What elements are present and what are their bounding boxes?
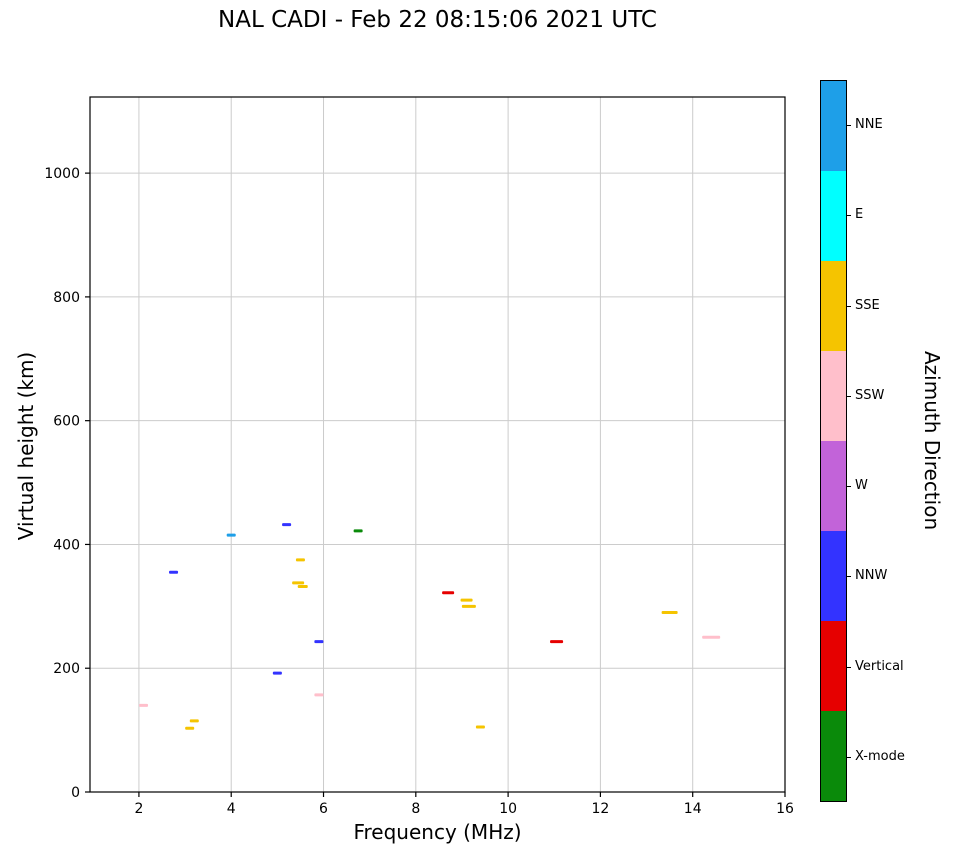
data-point <box>314 640 324 644</box>
y-tick-label: 0 <box>71 785 80 801</box>
colorbar-axis-label: Azimuth Direction <box>920 351 944 531</box>
x-tick-label: 2 <box>134 801 143 817</box>
y-tick-label: 600 <box>53 414 80 430</box>
y-tick-label: 800 <box>53 290 80 306</box>
y-tick-label: 1000 <box>44 166 80 182</box>
colorbar-tick <box>847 305 851 307</box>
colorbar-segment-sse <box>821 261 846 351</box>
data-point <box>295 558 305 562</box>
colorbar-segment-w <box>821 441 846 531</box>
colorbar-tick <box>847 666 851 668</box>
data-point <box>272 671 282 675</box>
colorbar-label-nnw: NNW <box>855 568 888 584</box>
x-tick-label: 12 <box>591 801 609 817</box>
y-tick-label: 400 <box>53 537 80 553</box>
colorbar-label-sse: SSE <box>855 297 880 313</box>
colorbar-tick <box>847 395 851 397</box>
colorbar <box>820 80 847 802</box>
colorbar-label-w: W <box>855 478 868 494</box>
data-point <box>460 598 473 602</box>
data-point <box>297 585 308 589</box>
data-point <box>353 529 363 533</box>
colorbar-tick <box>847 576 851 578</box>
colorbar-label-e: E <box>855 207 864 223</box>
colorbar-segment-ssw <box>821 351 846 441</box>
data-point <box>475 725 485 729</box>
data-point <box>314 693 324 697</box>
colorbar-segment-vertical <box>821 621 846 711</box>
data-point <box>189 719 199 723</box>
data-point <box>461 604 476 608</box>
data-point <box>550 640 564 644</box>
x-tick-label: 8 <box>411 801 420 817</box>
colorbar-label-x-mode: X-mode <box>855 748 905 764</box>
colorbar-tick <box>847 486 851 488</box>
data-point <box>185 726 195 730</box>
data-point <box>702 635 721 639</box>
colorbar-tick <box>847 125 851 127</box>
x-tick-label: 16 <box>776 801 794 817</box>
x-tick-label: 6 <box>319 801 328 817</box>
data-point <box>226 533 236 537</box>
data-point <box>442 591 455 595</box>
data-point <box>139 703 149 707</box>
colorbar-label-nne: NNE <box>855 117 883 133</box>
colorbar-segment-nnw <box>821 531 846 621</box>
x-tick-label: 10 <box>499 801 517 817</box>
chart-title: NAL CADI - Feb 22 08:15:06 2021 UTC <box>218 7 657 33</box>
colorbar-segment-x-mode <box>821 711 846 801</box>
colorbar-tick <box>847 756 851 758</box>
x-axis-label: Frequency (MHz) <box>353 820 522 844</box>
data-point <box>169 570 179 574</box>
x-tick-label: 4 <box>227 801 236 817</box>
data-point <box>282 523 292 527</box>
colorbar-segment-nne <box>821 81 846 171</box>
axes-border <box>89 96 786 793</box>
y-tick-label: 200 <box>53 661 80 677</box>
data-point <box>661 611 678 615</box>
colorbar-label-ssw: SSW <box>855 387 885 403</box>
data-point <box>292 581 305 585</box>
colorbar-tick <box>847 215 851 217</box>
colorbar-label-vertical: Vertical <box>855 658 904 674</box>
colorbar-segment-e <box>821 171 846 261</box>
x-tick-label: 14 <box>684 801 702 817</box>
